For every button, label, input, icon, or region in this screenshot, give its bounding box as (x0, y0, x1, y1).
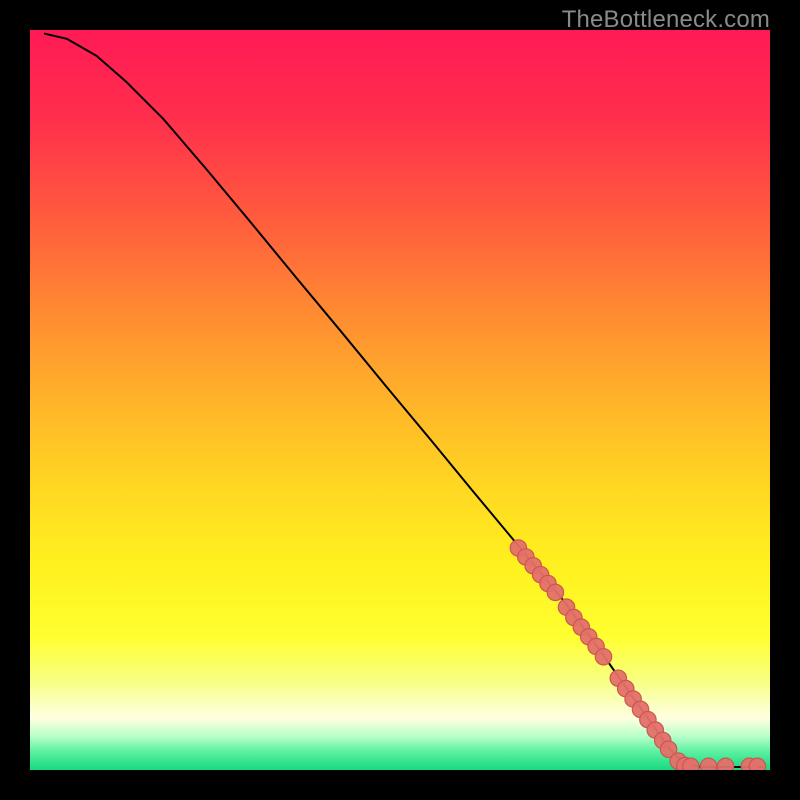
scatter-point (547, 584, 563, 600)
scatter-point (700, 758, 716, 770)
plot-svg (30, 30, 770, 770)
chart-stage: TheBottleneck.com (0, 0, 800, 800)
scatter-point (683, 758, 699, 770)
scatter-point (595, 649, 611, 665)
scatter-point (749, 758, 765, 770)
gradient-background (30, 30, 770, 770)
scatter-point (717, 758, 733, 770)
plot-area (30, 30, 770, 770)
